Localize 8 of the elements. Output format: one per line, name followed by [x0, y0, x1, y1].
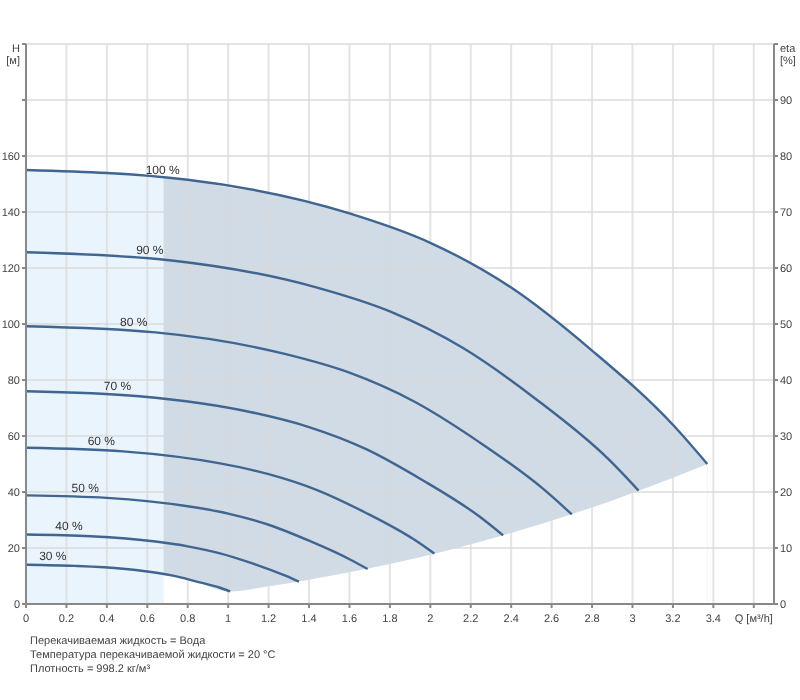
line-series [24, 563, 232, 593]
line-series [24, 168, 709, 466]
line-series [24, 533, 301, 583]
line-series [24, 494, 369, 571]
line-series [24, 446, 436, 555]
line-series [24, 325, 574, 516]
line-series [24, 251, 640, 492]
line-series [24, 390, 505, 537]
